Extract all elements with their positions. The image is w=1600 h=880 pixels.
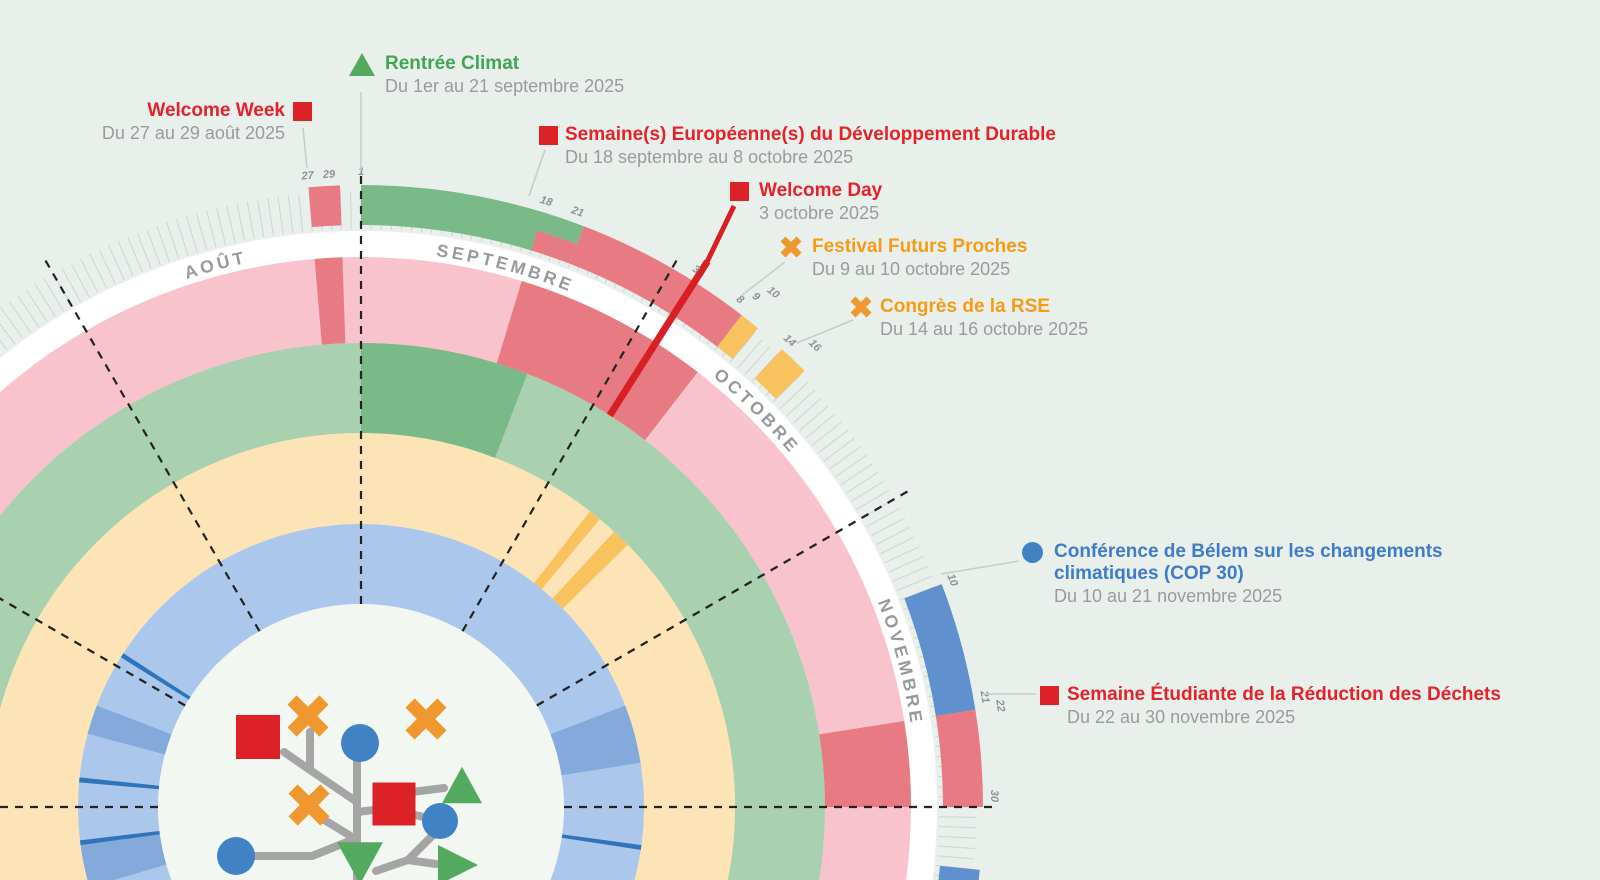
cop30-leader [940, 560, 1020, 575]
event-segment-unlabeled-juin-a [79, 777, 160, 790]
festival-leader [740, 261, 786, 297]
tree-circle-icon [341, 724, 379, 762]
day-label-cop30-10: 10 [944, 572, 960, 589]
event-arc-welcome-week [308, 185, 342, 228]
tree-cross-icon [287, 695, 329, 737]
day-label-rentree-climat-1: 1 [358, 166, 364, 178]
day-label-serd-30: 30 [988, 790, 1000, 803]
tree-branch-2 [280, 748, 314, 774]
day-label-serd-22: 22 [993, 698, 1007, 713]
day-label-welcome-week-29: 29 [322, 168, 337, 181]
event-segment-unlabeled-dec-line [561, 834, 642, 850]
tree-triangle-down-icon [337, 842, 383, 880]
congres-leader [796, 319, 854, 344]
event-arcs [79, 185, 983, 880]
tree-circle-icon [422, 803, 458, 839]
ring-blue [78, 524, 644, 880]
event-arc-rentree-climat-0 [361, 185, 543, 251]
event-arc-congres-rse [754, 349, 805, 399]
event-segment-rentree-climat [361, 343, 528, 458]
day-label-welcome-day-3: 3 [690, 263, 702, 276]
tree-square-icon [236, 715, 280, 759]
event-segment-unlabeled-juillet-a [120, 653, 191, 700]
event-segment-congres-rse [552, 531, 628, 609]
event-segment-festival-futurs-proches [534, 511, 600, 590]
event-segment-unlabeled-mai-a [80, 834, 167, 880]
tree-cross-icon [405, 698, 447, 740]
event-arc-sedd-1 [569, 226, 742, 347]
day-label-sedd-18: 18 [539, 194, 555, 209]
event-arc-serd [935, 709, 983, 807]
event-arc-unlabeled-dec-arc [938, 865, 980, 880]
tree-circle-icon [217, 837, 255, 875]
leader-lines [302, 92, 1036, 695]
center-tree-legend [217, 695, 482, 880]
tree-triangle-right-icon [438, 845, 478, 880]
tree-triangle-up-icon [442, 766, 482, 804]
event-line-welcome-day [606, 259, 711, 418]
tree-cross-icon [288, 784, 330, 826]
day-label-rentree-climat-21: 21 [569, 204, 586, 220]
event-segment-sedd [496, 281, 698, 441]
event-arc-rentree-climat-1 [537, 212, 584, 245]
event-segment-cop30 [550, 705, 641, 776]
event-segment-welcome-week [314, 257, 346, 345]
event-segment-serd [819, 720, 911, 807]
event-arc-cop30 [904, 584, 976, 716]
month-boundary-lines [0, 169, 999, 809]
day-label-welcome-week-27: 27 [300, 170, 315, 183]
event-arc-festival-futurs-proches [717, 315, 759, 360]
welcome-day-leader [703, 204, 737, 266]
event-segment-unlabeled-juin-b [87, 705, 172, 755]
day-label-cop30-21: 21 [977, 689, 991, 704]
event-arc-sedd-0 [531, 230, 578, 264]
tree-branch-5 [353, 806, 378, 816]
sedd-leader [528, 149, 546, 197]
tree-square-icon [372, 782, 416, 826]
event-segment-unlabeled-mai-b [79, 830, 160, 846]
tree-branch-9 [404, 856, 440, 868]
tree-branch-6 [408, 784, 448, 796]
welcome-week-leader [302, 127, 308, 169]
